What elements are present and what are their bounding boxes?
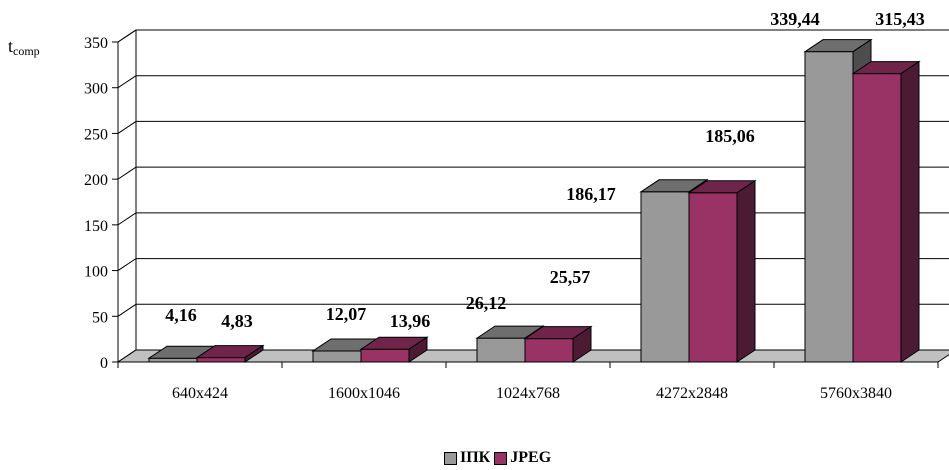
gridline bbox=[117, 120, 949, 134]
gridline bbox=[117, 29, 949, 43]
bar-front bbox=[640, 191, 690, 363]
data-label: 315,43 bbox=[875, 9, 925, 29]
x-axis: 640x424 1600x1046 1024x768 4272x2848 5760x38… bbox=[117, 361, 939, 402]
bar-side bbox=[736, 179, 756, 363]
x-tick-label: 1600x1046 bbox=[328, 385, 400, 402]
gridline bbox=[117, 166, 949, 180]
legend-item-series-1: JPEG bbox=[494, 449, 551, 467]
x-tick-label: 5760x3840 bbox=[820, 385, 892, 402]
x-tick-label: 1024x768 bbox=[496, 385, 560, 402]
data-label: 4,83 bbox=[221, 311, 253, 331]
bar-front bbox=[688, 192, 738, 363]
gridline bbox=[117, 75, 949, 89]
y-tick-label: 150 bbox=[84, 218, 108, 235]
bar-side bbox=[572, 325, 592, 363]
data-label: 186,17 bbox=[566, 184, 616, 204]
y-tick-label: 250 bbox=[84, 126, 108, 143]
bar-front bbox=[148, 357, 198, 363]
y-axis: 0 50 100 150 200 250 300 350 bbox=[84, 35, 119, 372]
bar-front bbox=[852, 73, 902, 363]
legend-label-series-1: JPEG bbox=[510, 449, 552, 466]
y-tick-label: 300 bbox=[84, 81, 108, 98]
legend-swatch-series-1 bbox=[494, 451, 508, 465]
bar-front bbox=[312, 350, 362, 363]
y-tick-label: 50 bbox=[92, 309, 108, 326]
bars bbox=[147, 38, 921, 363]
data-label: 339,44 bbox=[770, 9, 820, 29]
bar-front bbox=[360, 348, 410, 363]
legend-label-series-0: ІПК bbox=[460, 449, 491, 466]
y-tick-label: 100 bbox=[84, 264, 108, 281]
data-label: 185,06 bbox=[705, 126, 755, 146]
y-axis-label: tcomp bbox=[8, 36, 40, 58]
x-tick-label: 640x424 bbox=[172, 385, 228, 402]
y-tick-label: 0 bbox=[100, 355, 108, 372]
data-label: 12,07 bbox=[326, 304, 367, 324]
data-label: 25,57 bbox=[550, 267, 591, 287]
bar-side bbox=[244, 344, 264, 363]
bar-side bbox=[900, 60, 920, 363]
legend-item-series-0: ІПК bbox=[444, 449, 490, 467]
data-label: 26,12 bbox=[466, 293, 507, 313]
data-label: 4,16 bbox=[165, 305, 197, 325]
bar-side bbox=[408, 336, 428, 363]
x-tick-label: 4272x2848 bbox=[656, 385, 728, 402]
data-label: 13,96 bbox=[390, 311, 431, 331]
legend: ІПК JPEG bbox=[444, 449, 555, 467]
bar-front bbox=[524, 338, 574, 363]
legend-swatch-series-0 bbox=[444, 451, 457, 465]
bar-front bbox=[196, 357, 246, 363]
data-labels: 4,16 12,07 26,12 186,17 339,44 4,83 13,96 25,57… bbox=[165, 9, 925, 331]
y-tick-label: 350 bbox=[84, 35, 108, 52]
y-tick-label: 200 bbox=[84, 172, 108, 189]
bar-front bbox=[804, 51, 854, 363]
bar-front bbox=[476, 337, 526, 363]
